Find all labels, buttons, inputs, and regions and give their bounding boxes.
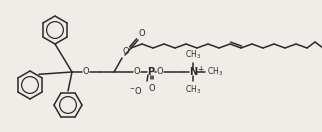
Text: CH$_3$: CH$_3$ (185, 83, 201, 95)
Text: CH$_3$: CH$_3$ (185, 48, 201, 61)
Text: O: O (157, 67, 163, 77)
Text: O: O (149, 84, 155, 93)
Text: O: O (123, 47, 130, 56)
Text: O: O (134, 67, 140, 77)
Text: P: P (147, 67, 155, 77)
Text: N: N (189, 67, 197, 77)
Text: O: O (139, 29, 146, 38)
Text: O: O (83, 67, 89, 77)
Text: $^{-}$O: $^{-}$O (128, 85, 142, 96)
Text: +: + (197, 65, 204, 74)
Text: CH$_3$: CH$_3$ (207, 66, 223, 78)
